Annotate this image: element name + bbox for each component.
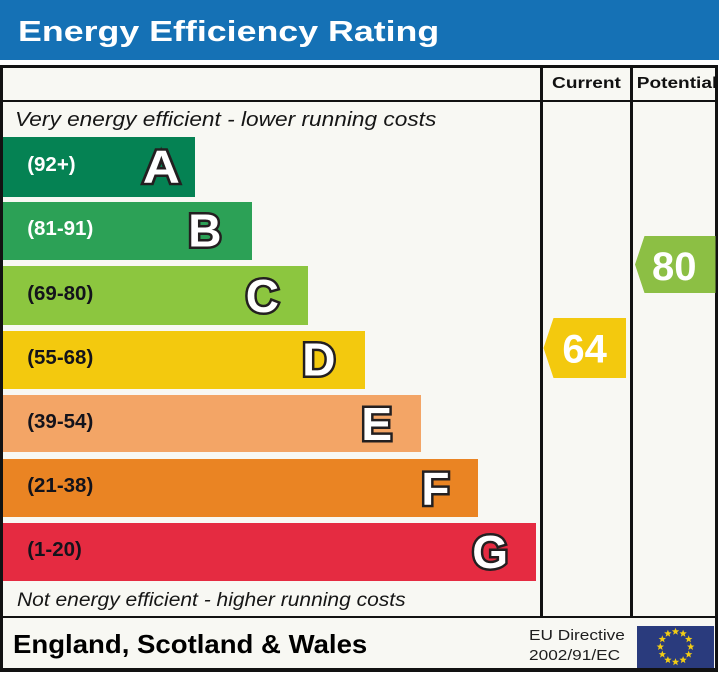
svg-text:B: B [188, 205, 221, 257]
svg-text:E: E [361, 398, 392, 450]
svg-text:A: A [143, 142, 180, 193]
svg-text:C: C [246, 270, 279, 322]
svg-text:G: G [472, 526, 508, 578]
svg-text:F: F [421, 463, 449, 515]
svg-text:64: 64 [562, 328, 607, 372]
svg-text:D: D [302, 334, 335, 386]
svg-text:80: 80 [652, 245, 697, 289]
